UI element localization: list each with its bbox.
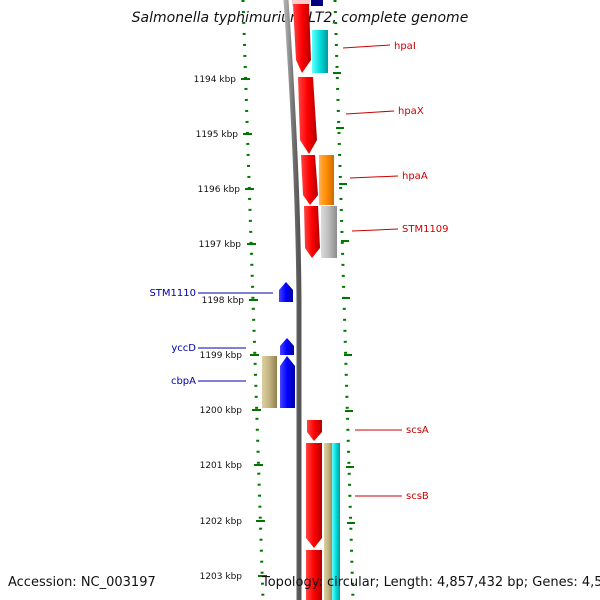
gene-name-STM1110: STM1110 bbox=[149, 288, 196, 299]
chromosome-backbone bbox=[283, 0, 302, 600]
ruler-tick-1195: 1195 kbp bbox=[196, 130, 252, 140]
gene-fragment-top bbox=[292, 0, 310, 6]
ruler-track-right bbox=[333, 0, 355, 600]
gene-fragment-top-dark bbox=[311, 0, 323, 6]
gene-name-STM1109: STM1109 bbox=[402, 224, 449, 235]
reverse-gene-arrows bbox=[279, 282, 295, 408]
gene-label-yccD: yccD bbox=[171, 343, 246, 354]
gene-arrow-scsA bbox=[307, 420, 322, 441]
gene-name-scsA: scsA bbox=[406, 425, 429, 436]
cyan-feature-bottom bbox=[332, 443, 340, 600]
topology-label: Topology: circular; Length: 4,857,432 bp… bbox=[262, 575, 600, 590]
gene-arrow-STM1109 bbox=[304, 206, 320, 258]
tick-label-1195: 1195 kbp bbox=[196, 130, 239, 140]
gene-arrow-hpaA bbox=[301, 155, 318, 205]
ruler-tick-1203: 1203 kbp bbox=[200, 572, 267, 582]
gene-arrow-bottom bbox=[306, 550, 322, 600]
ruler-minor-ticks-right bbox=[333, 72, 355, 524]
cyan-feature-top bbox=[312, 30, 328, 73]
gene-label-STM1109: STM1109 bbox=[351, 224, 449, 235]
gene-name-hpaI: hpaI bbox=[394, 41, 416, 52]
tick-label-1196: 1196 kbp bbox=[198, 185, 241, 195]
gene-arrow-yccD bbox=[280, 338, 294, 355]
gene-label-STM1110: STM1110 bbox=[149, 288, 273, 299]
ruler-ticks: 1194 kbp 1195 kbp 1196 kbp 1197 kbp 1198… bbox=[194, 75, 267, 582]
gene-arrow-scsB bbox=[306, 443, 322, 548]
tick-label-1198: 1198 kbp bbox=[202, 296, 245, 306]
gene-name-yccD: yccD bbox=[171, 343, 196, 354]
tan-feature-bottom bbox=[324, 443, 333, 600]
tick-label-1203: 1203 kbp bbox=[200, 572, 243, 582]
gene-name-hpaX: hpaX bbox=[398, 106, 424, 117]
feature-boxes bbox=[262, 30, 340, 600]
tick-label-1202: 1202 kbp bbox=[200, 517, 243, 527]
orange-feature bbox=[319, 155, 334, 205]
gene-label-cbpA: cbpA bbox=[171, 376, 246, 387]
tick-label-1199: 1199 kbp bbox=[200, 351, 243, 361]
gene-label-hpaX: hpaX bbox=[345, 106, 424, 117]
gene-name-scsB: scsB bbox=[406, 491, 429, 502]
ruler-tick-1198: 1198 kbp bbox=[202, 296, 258, 306]
gray-feature bbox=[321, 206, 337, 258]
forward-gene-arrows bbox=[293, 4, 322, 600]
ruler-tick-1199: 1199 kbp bbox=[200, 351, 259, 361]
tick-label-1201: 1201 kbp bbox=[200, 461, 243, 471]
ruler-tick-1201: 1201 kbp bbox=[200, 461, 263, 471]
ruler-tick-1196: 1196 kbp bbox=[198, 185, 254, 195]
ruler-tick-1194: 1194 kbp bbox=[194, 75, 250, 85]
gene-arrow-hpaI bbox=[293, 4, 311, 73]
gene-label-hpaI: hpaI bbox=[342, 41, 416, 52]
gene-name-cbpA: cbpA bbox=[171, 376, 196, 387]
ruler-tick-1197: 1197 kbp bbox=[199, 240, 256, 250]
gene-label-hpaA: hpaA bbox=[349, 171, 428, 182]
tick-label-1194: 1194 kbp bbox=[194, 75, 237, 85]
ruler-track-left bbox=[241, 0, 265, 600]
gene-arrow-hpaX bbox=[298, 77, 317, 154]
tan-feature-left bbox=[262, 356, 277, 408]
gene-arrow-cbpA bbox=[280, 356, 295, 408]
tick-label-1200: 1200 kbp bbox=[200, 406, 243, 416]
ruler-tick-1202: 1202 kbp bbox=[200, 517, 265, 527]
gene-arrow-STM1110 bbox=[279, 282, 293, 302]
gene-name-hpaA: hpaA bbox=[402, 171, 428, 182]
ruler-tick-1200: 1200 kbp bbox=[200, 406, 261, 416]
gene-labels: hpaI hpaX hpaA STM1109 STM1110 yccD cbpA bbox=[149, 41, 448, 502]
gene-label-scsB: scsB bbox=[355, 491, 429, 502]
accession-label: Accession: NC_003197 bbox=[8, 575, 156, 590]
gene-label-scsA: scsA bbox=[355, 425, 429, 436]
tick-label-1197: 1197 kbp bbox=[199, 240, 242, 250]
